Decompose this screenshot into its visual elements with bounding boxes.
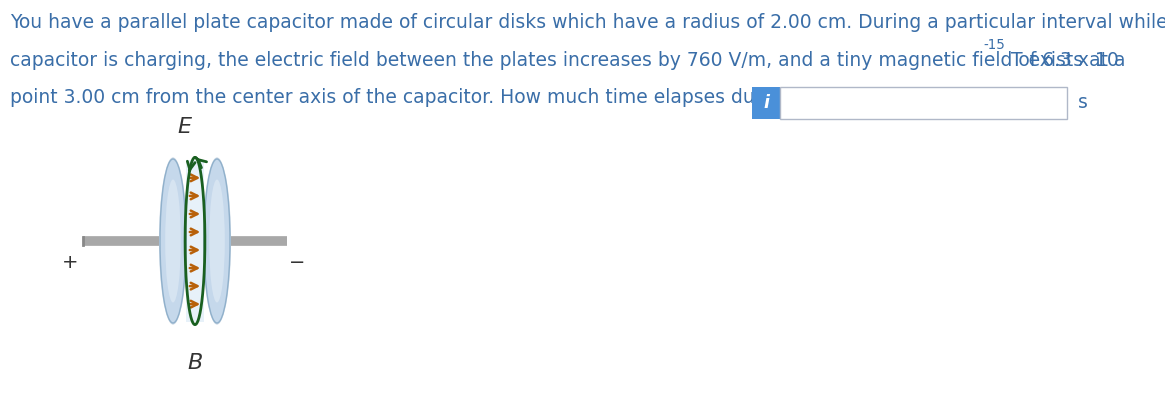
Ellipse shape xyxy=(210,180,225,302)
Text: B: B xyxy=(188,353,203,373)
Text: point 3.00 cm from the center axis of the capacitor. How much time elapses durin: point 3.00 cm from the center axis of th… xyxy=(10,88,919,107)
Text: E: E xyxy=(177,117,191,137)
Ellipse shape xyxy=(165,180,181,302)
Text: i: i xyxy=(763,94,769,112)
Text: -15: -15 xyxy=(983,38,1005,52)
Ellipse shape xyxy=(160,159,186,323)
Text: s: s xyxy=(1078,93,1088,112)
Text: capacitor is charging, the electric field between the plates increases by 760 V/: capacitor is charging, the electric fiel… xyxy=(10,51,1118,70)
Text: You have a parallel plate capacitor made of circular disks which have a radius o: You have a parallel plate capacitor made… xyxy=(10,13,1165,32)
Text: T exists at a: T exists at a xyxy=(1005,51,1125,70)
Ellipse shape xyxy=(158,157,188,325)
Ellipse shape xyxy=(204,159,230,323)
Text: −: − xyxy=(289,253,305,272)
FancyBboxPatch shape xyxy=(781,87,1067,119)
FancyBboxPatch shape xyxy=(751,87,781,119)
Ellipse shape xyxy=(203,157,231,325)
FancyBboxPatch shape xyxy=(186,160,204,322)
Text: +: + xyxy=(62,253,78,272)
